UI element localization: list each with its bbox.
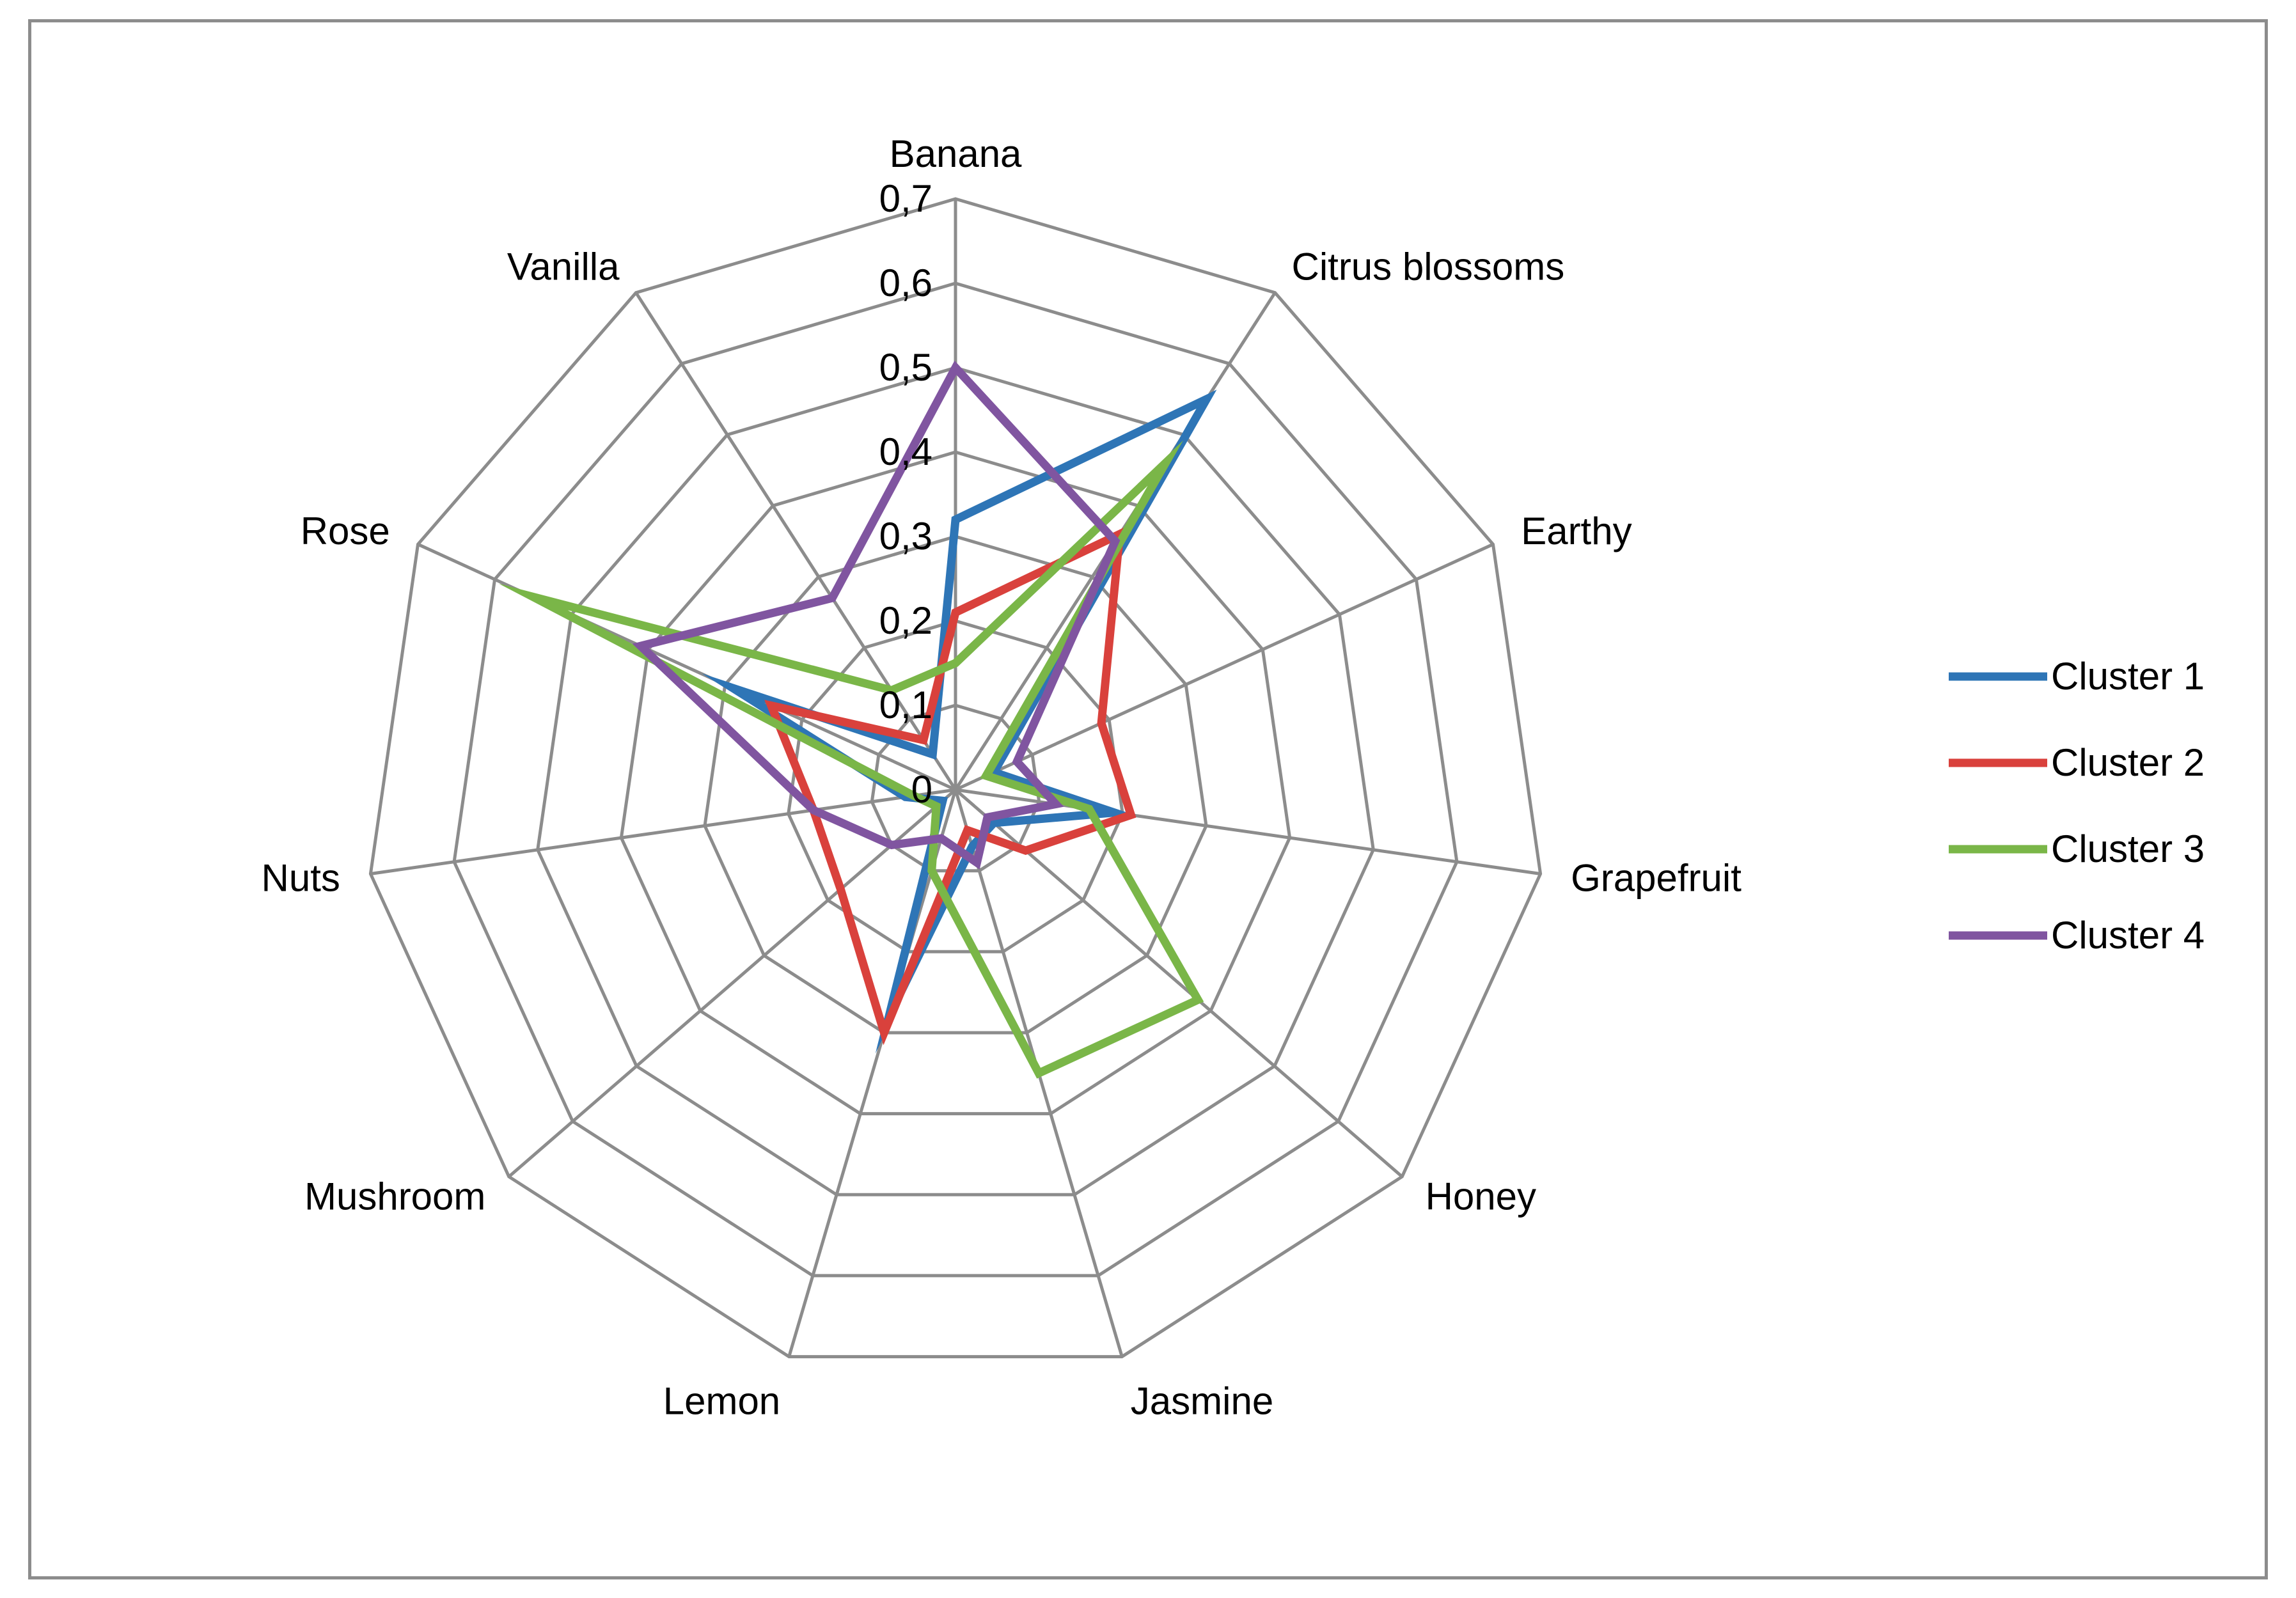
legend-label-cluster-4: Cluster 4: [2051, 914, 2205, 957]
category-label-citrus-blossoms: Citrus blossoms: [1292, 245, 1565, 288]
series-lines: [498, 360, 1217, 1079]
tick-label: 0: [911, 768, 932, 811]
legend-label-cluster-3: Cluster 3: [2051, 827, 2205, 870]
chart-frame: Banana Citrus blossoms Earthy Grapefruit Hon…: [28, 19, 2268, 1579]
grid-ring: [703, 535, 1208, 1035]
category-label-jasmine: Jasmine: [1131, 1380, 1273, 1423]
grid-spoke: [787, 789, 957, 1358]
category-label-honey: Honey: [1426, 1175, 1536, 1218]
radar-chart: Banana Citrus blossoms Earthy Grapefruit Hon…: [262, 132, 2205, 1423]
series-line-cluster-4: [632, 360, 1120, 870]
tick-label: 0,5: [879, 346, 932, 389]
category-label-banana: Banana: [890, 132, 1022, 175]
tick-label: 0,1: [879, 684, 932, 726]
category-label-nuts: Nuts: [262, 856, 340, 899]
legend-label-cluster-1: Cluster 1: [2051, 655, 2205, 698]
grid-spoke: [634, 292, 957, 791]
legend: Cluster 1 Cluster 2 Cluster 3 Cluster 4: [1949, 655, 2205, 957]
grid-ring: [619, 450, 1292, 1116]
series-line-cluster-2: [764, 527, 1136, 1046]
grid-ring: [536, 366, 1375, 1196]
grid-spoke: [954, 788, 1403, 1178]
category-label-earthy: Earthy: [1521, 510, 1632, 552]
radial-axis-ticks: 0 0,1 0,2 0,3 0,4 0,5 0,6 0,7: [879, 177, 932, 811]
tick-label: 0,7: [879, 177, 932, 220]
category-label-vanilla: Vanilla: [507, 245, 620, 288]
series-line-cluster-3: [498, 440, 1204, 1079]
category-labels: Banana Citrus blossoms Earthy Grapefruit Hon…: [262, 132, 1742, 1423]
grid-spoke: [370, 788, 956, 875]
grid-ring: [368, 197, 1543, 1359]
grid-spoke: [417, 542, 957, 792]
grid-ring: [452, 281, 1459, 1278]
grid-ring: [787, 619, 1124, 953]
category-label-rose: Rose: [301, 510, 390, 552]
category-label-grapefruit: Grapefruit: [1571, 856, 1742, 899]
tick-label: 0,2: [879, 599, 932, 642]
category-label-lemon: Lemon: [663, 1380, 780, 1423]
grid-spoke: [954, 542, 1494, 792]
legend-label-cluster-2: Cluster 2: [2051, 741, 2205, 784]
grid-spoke: [508, 788, 957, 1178]
category-label-mushroom: Mushroom: [304, 1175, 485, 1218]
tick-label: 0,3: [879, 515, 932, 558]
tick-label: 0,6: [879, 262, 932, 304]
tick-label: 0,4: [879, 430, 932, 473]
series-line-cluster-1: [702, 389, 1217, 1054]
